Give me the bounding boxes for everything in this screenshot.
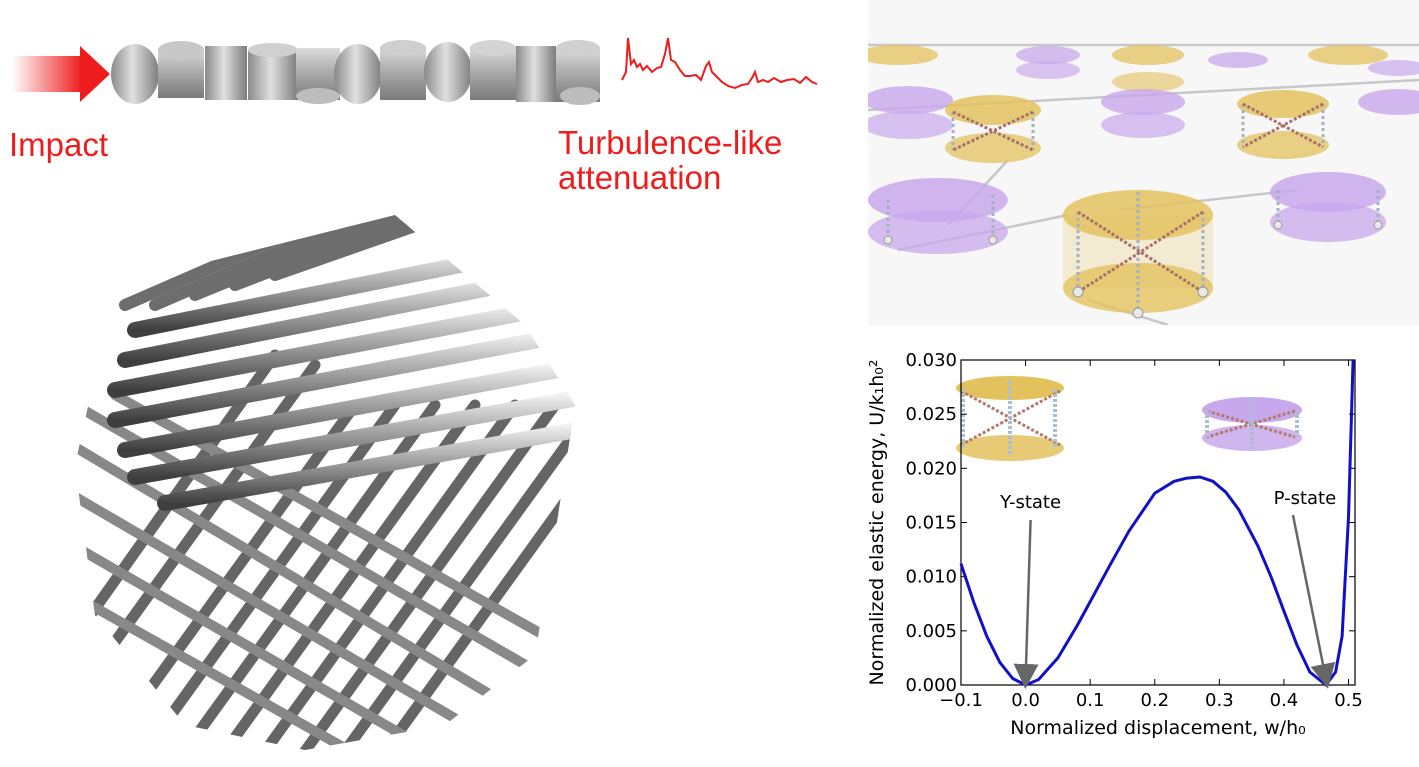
y-state-arrow [1013, 519, 1039, 689]
nodes [883, 220, 1383, 319]
x-tick-label: 0.1 [1076, 690, 1105, 711]
turbulence-label: Turbulence-like attenuation [558, 125, 782, 195]
arrow-right-icon [12, 46, 110, 102]
x-axis-label: Normalized displacement, w/h₀ [1010, 717, 1306, 739]
rod-lattice [75, 215, 575, 750]
woodpile-lattice-illustration [75, 215, 575, 750]
energy-chart: −0.1 0.0 0.1 0.2 0.3 0.4 0.5 0.000 0.005 0.010 0.0… [866, 350, 1363, 739]
y-tick-label: 0.000 [905, 675, 957, 696]
y-tick-label: 0.010 [905, 567, 957, 588]
x-tick-label: 0.4 [1270, 690, 1299, 711]
impact-label: Impact [9, 126, 109, 163]
y-tick-label: 0.015 [905, 513, 957, 534]
x-tick-label: 0.5 [1334, 690, 1363, 711]
p-state-inset-icon [1202, 397, 1302, 451]
y-tick-label: 0.020 [905, 458, 957, 479]
y-state-label: Y-state [999, 492, 1061, 513]
y-tick-label: 0.025 [905, 404, 957, 425]
cylinder-chain [111, 40, 600, 105]
turbulence-label-line2: attenuation [558, 159, 722, 196]
far-row [868, 45, 1419, 92]
diagonal-springs [952, 102, 1324, 294]
x-tick-label: −0.1 [939, 690, 983, 711]
impact-chain-illustration [12, 37, 818, 105]
y-axis-label: Normalized elastic energy, U/k₁h₀² [866, 360, 888, 686]
p-state-arrow [1291, 514, 1336, 689]
x-tick-label: 0.2 [1140, 690, 1169, 711]
y-tick-label: 0.030 [905, 350, 957, 371]
turbulence-label-line1: Turbulence-like [558, 124, 783, 161]
y-tick-label: 0.005 [905, 621, 957, 642]
disc-lattice-illustration [868, 0, 1419, 325]
p-state-label: P-state [1274, 488, 1337, 509]
y-state-inset-icon [956, 376, 1064, 461]
x-tick-label: 0.0 [1011, 690, 1040, 711]
x-tick-label: 0.3 [1205, 690, 1234, 711]
decay-signal-icon [621, 37, 818, 90]
